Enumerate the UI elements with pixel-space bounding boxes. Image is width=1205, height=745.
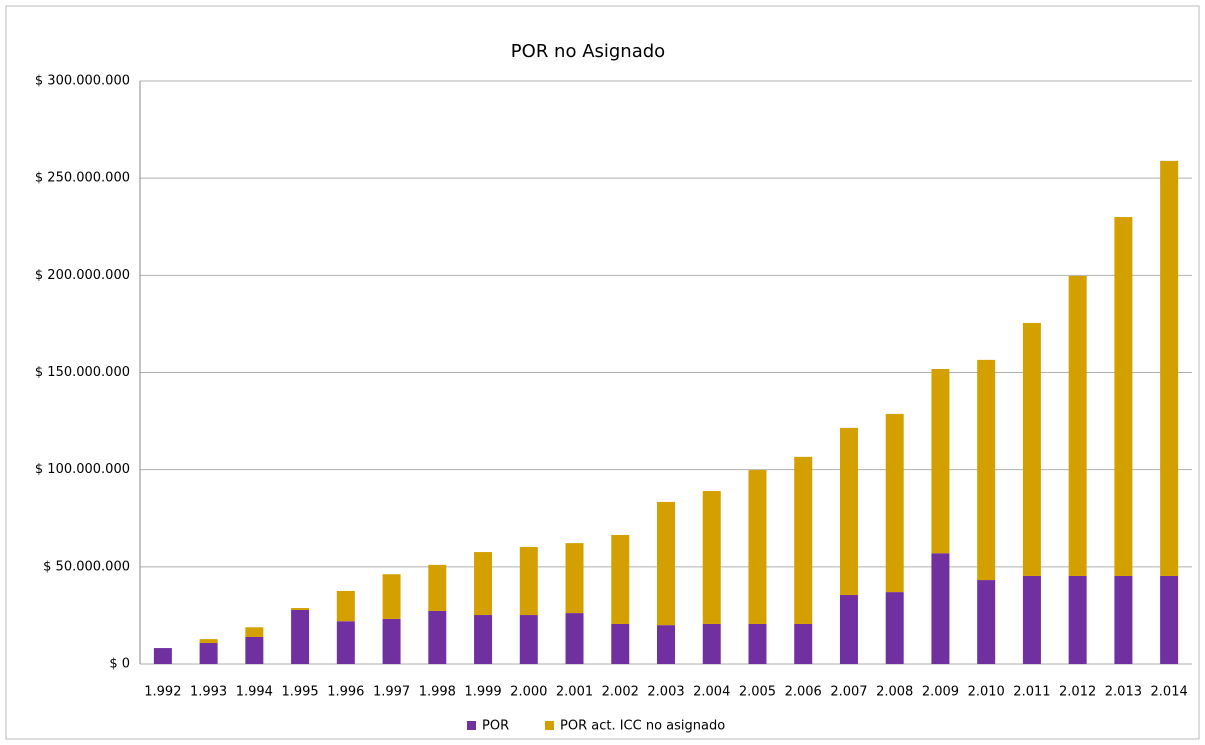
bar-segment [885,592,904,664]
bar-segment [657,501,675,626]
bar-segment [1160,575,1179,664]
legend-label: POR act. ICC no asignado [560,719,725,734]
bar-segment [474,552,493,616]
x-tick-label: 2.005 [739,685,776,700]
x-tick-label: 2.011 [1013,685,1050,700]
y-tick-label: $ 200.000.000 [35,268,130,283]
x-tick-label: 1.993 [190,685,227,700]
bar-segment [702,491,721,624]
y-tick-label: $ 100.000.000 [35,462,130,477]
y-tick-label: $ 0 [109,657,130,672]
bar-segment [1160,160,1179,576]
bar-segment [1068,575,1087,664]
bar-segment [245,636,264,664]
bar-segment [794,623,813,664]
bar-segment [291,608,310,610]
bar-segment [1022,575,1041,664]
x-tick-label: 1.998 [419,685,456,700]
bar-segment [1114,575,1133,664]
bar-segment [519,547,538,616]
y-tick-label: $ 50.000.000 [43,559,130,574]
bar-segment [336,590,355,622]
legend-label: POR [482,719,509,734]
x-tick-label: 2.006 [785,685,822,700]
x-tick-label: 2.013 [1105,685,1142,700]
bar-segment [611,623,630,664]
bar-segment [702,623,721,664]
bar-segment [977,359,996,581]
y-tick-label: $ 250.000.000 [35,171,130,186]
bar-segment [657,625,675,664]
bar-segment [1022,322,1041,576]
bar-segment [382,618,401,664]
bar-segment [977,580,996,664]
bar-segment [519,615,538,664]
bar-segment [931,369,950,554]
y-tick-label: $ 150.000.000 [35,365,130,380]
x-tick-label: 2.000 [510,685,547,700]
x-tick-label: 2.009 [922,685,959,700]
bar-segment [1068,275,1087,576]
x-tick-label: 1.992 [144,685,181,700]
bar-segment [428,564,447,611]
bar-segment [245,627,264,637]
bar-segment [885,413,904,593]
bar-segment [565,543,584,614]
bar-segment [291,609,310,664]
x-tick-label: 2.001 [556,685,593,700]
bar-segment [839,595,858,664]
bar-segment [611,534,630,624]
y-tick-label: $ 300.000.000 [35,74,130,89]
bar-segment [1114,217,1133,576]
x-tick-label: 2.004 [693,685,730,700]
chart-title: POR no Asignado [511,41,665,62]
x-tick-label: 2.007 [830,685,867,700]
bar-segment [839,427,858,596]
x-tick-label: 2.003 [647,685,684,700]
bar-segment [428,610,447,664]
x-tick-label: 1.997 [373,685,410,700]
x-tick-label: 1.994 [236,685,273,700]
bar-segment [153,648,172,664]
x-tick-label: 2.002 [602,685,639,700]
legend-swatch [467,721,476,730]
x-tick-label: 2.010 [968,685,1005,700]
bar-segment [748,470,767,624]
bar-segment [748,623,767,664]
x-tick-label: 2.012 [1059,685,1096,700]
bar-segment [794,456,813,624]
bar-segment [931,553,950,664]
bar-segment [336,621,355,664]
bar-segment [474,615,493,664]
x-tick-label: 1.995 [281,685,318,700]
x-tick-label: 1.999 [464,685,501,700]
bar-segment [565,613,584,664]
bar-segment [199,643,218,664]
bar-segment [199,639,218,644]
x-tick-label: 2.008 [876,685,913,700]
legend-swatch [545,721,554,730]
bar-segment [382,574,401,619]
x-tick-label: 2.014 [1151,685,1188,700]
x-tick-label: 1.996 [327,685,364,700]
